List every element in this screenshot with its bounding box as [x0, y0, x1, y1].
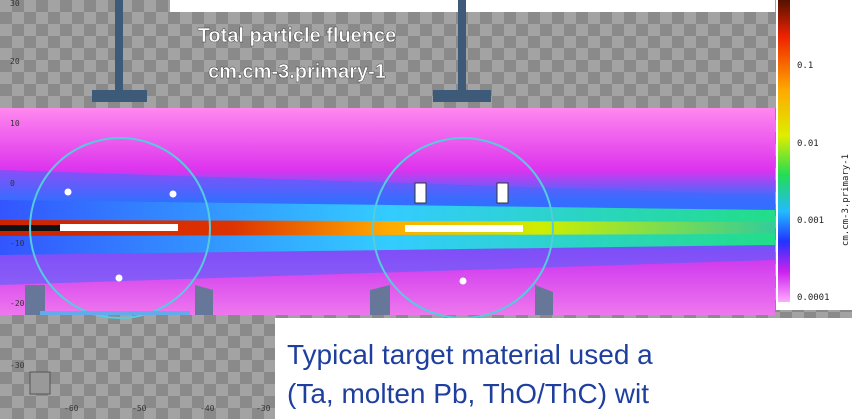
colorbar: [778, 0, 790, 302]
screenshot: Total particle fluence cm.cm-3.primary-1…: [0, 0, 852, 419]
y-tick: -20: [10, 299, 25, 308]
y-tick: -30: [10, 361, 25, 370]
colorbar-label: cm.cm-3.primary-1: [841, 154, 851, 246]
axis-widget: [30, 372, 50, 394]
colorbar-tick: 0.001: [797, 216, 824, 226]
title-line: Total particle fluence: [198, 25, 397, 47]
title-line: cm.cm-3.primary-1: [208, 61, 386, 83]
y-tick: 0: [10, 179, 15, 188]
top-box: [170, 0, 775, 12]
x-tick: -30: [256, 404, 271, 413]
heatmap: [0, 108, 775, 318]
x-tick: -50: [132, 404, 147, 413]
colorbar-tick: 0.1: [797, 61, 813, 71]
y-tick: 30: [10, 0, 20, 8]
colorbar-tick: 0.01: [797, 139, 819, 149]
colorbar-tick: 0.0001: [797, 293, 830, 303]
y-tick: 20: [10, 57, 20, 66]
overlay-text: Typical target material used a: [287, 339, 653, 370]
x-tick: -40: [200, 404, 215, 413]
overlay-text: (Ta, molten Pb, ThO/ThC) wit: [287, 378, 649, 409]
y-tick: 10: [10, 119, 20, 128]
x-tick: -60: [64, 404, 79, 413]
y-tick: -10: [10, 239, 25, 248]
